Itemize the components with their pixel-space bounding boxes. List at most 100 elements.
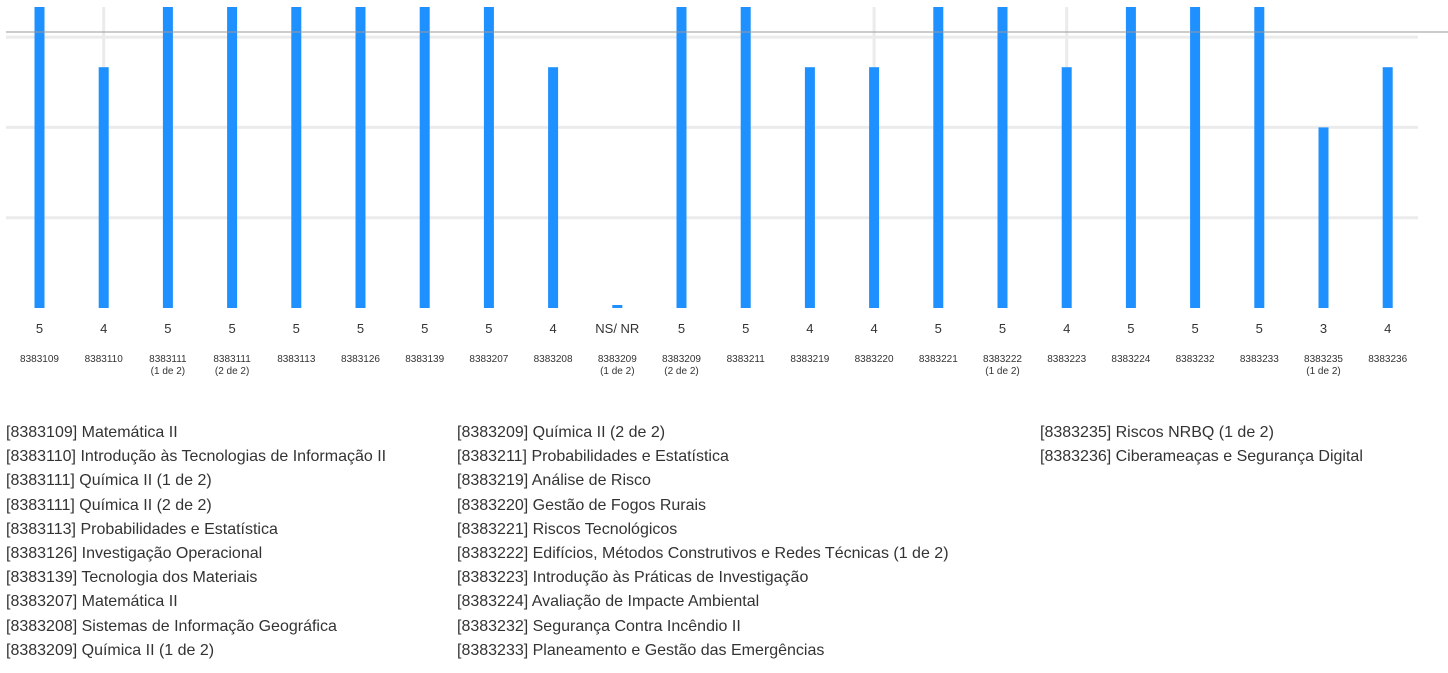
category-label: 8383236 [1368,354,1407,365]
category-sublabel: (1 de 2) [1306,366,1340,377]
bar [34,7,45,308]
legend-item: [8383139] Tecnologia dos Materiais [6,569,258,587]
bar [869,67,880,308]
category-sublabel: (1 de 2) [151,366,185,377]
category-sublabel: (2 de 2) [664,366,698,377]
legend-item: [8383220] Gestão de Fogos Rurais [457,496,707,514]
category-label: 8383209 [662,354,701,365]
category-sublabel: (1 de 2) [985,366,1019,377]
legend-item: [8383232] Segurança Contra Incêndio II [457,617,741,635]
category-label: 8383222 [983,354,1022,365]
legend-item: [8383224] Avaliação de Impacte Ambiental [457,593,760,611]
category-label: 8383235 [1304,354,1343,365]
category-label: 8383207 [469,354,508,365]
value-label: 5 [421,321,428,336]
value-label: 5 [357,321,364,336]
bars-layer [34,7,1393,309]
category-label: 8383211 [727,354,766,365]
value-label: 4 [549,321,556,336]
value-label: 5 [293,321,300,336]
bar [227,7,238,308]
legend-item: [8383211] Probabilidades e Estatística [457,448,729,466]
value-label: 4 [806,321,813,336]
value-label: 5 [1191,321,1198,336]
legend-item: [8383110] Introdução às Tecnologias de I… [6,448,387,466]
legend-item: [8383109] Matemática II [6,424,178,441]
value-label: 4 [1384,321,1391,336]
bar [1254,7,1265,308]
value-label: NS/ NR [595,321,639,336]
bar [933,7,944,308]
category-label: 8383111 [149,354,187,365]
category-sublabel: (1 de 2) [600,366,634,377]
value-label: 4 [100,321,107,336]
value-label: 4 [870,321,877,336]
legend-item: [8383208] Sistemas de Informação Geográf… [6,617,337,635]
grid-layer [6,7,1418,308]
value-label: 5 [1256,321,1263,336]
category-label: 8383126 [341,354,380,365]
category-label: 8383221 [919,354,958,365]
category-label: 8383233 [1240,354,1279,365]
category-label: 8383113 [277,354,316,365]
category-label: 8383224 [1111,354,1150,365]
legend-item: [8383126] Investigação Operacional [6,545,263,563]
bar [548,67,559,308]
category-label: 8383219 [790,354,829,365]
bar [419,7,430,308]
bar [355,7,366,308]
bar [1190,7,1201,308]
legend-item: [8383223] Introdução às Práticas de Inve… [457,569,809,587]
value-label: 5 [935,321,942,336]
legend-item: [8383111] Química II (1 de 2) [6,472,212,490]
category-label: 8383208 [534,354,573,365]
legend-item: [8383221] Riscos Tecnológicos [457,520,678,538]
value-label: 5 [164,321,171,336]
bar [740,7,751,308]
category-label: 8383232 [1176,354,1215,365]
value-label: 5 [36,321,43,336]
bar [162,7,173,308]
value-label: 5 [999,321,1006,336]
bar [291,7,302,308]
category-label: 8383220 [855,354,894,365]
legend-column-3: [8383235] Riscos NRBQ (1 de 2) [8383236] … [1040,421,1363,469]
category-sublabel: (2 de 2) [215,366,249,377]
value-label: 5 [742,321,749,336]
value-label: 5 [228,321,235,336]
legend-item: [8383113] Probabilidades e Estatística [6,520,278,538]
bar [1125,7,1136,308]
legend-item: [8383219] Análise de Risco [457,472,651,490]
bar [98,67,109,308]
category-label: 8383223 [1047,354,1086,365]
legend-item: [8383236] Ciberameaças e Segurança Digit… [1040,448,1363,466]
legend-column-1: [8383109] Matemática II [8383110] Introdu… [6,421,386,663]
legend-item: [8383235] Riscos NRBQ (1 de 2) [1040,424,1274,441]
legend-item: [8383209] Química II (2 de 2) [457,424,666,441]
legend-item: [8383233] Planeamento e Gestão das Emerg… [457,641,825,659]
value-label: 3 [1320,321,1327,336]
bar [1061,67,1072,308]
bar [483,7,494,308]
value-label: 5 [678,321,685,336]
bar [804,67,815,308]
value-label: 4 [1063,321,1070,336]
category-label: 8383111 [213,354,251,365]
bar [1382,67,1393,308]
category-label: 8383209 [598,354,637,365]
bar [612,305,623,308]
value-label: 5 [1127,321,1134,336]
legend-item: [8383222] Edifícios, Métodos Construtivo… [457,545,949,563]
category-label: 8383109 [20,354,59,365]
legend-item: [8383207] Matemática II [6,593,178,611]
category-label: 8383139 [405,354,444,365]
value-label: 5 [485,321,492,336]
legend-item: [8383209] Química II (1 de 2) [6,641,215,659]
bar [1318,127,1329,309]
category-label: 8383110 [85,354,124,365]
bar [676,7,687,308]
bar [997,7,1008,308]
legend-item: [8383111] Química II (2 de 2) [6,496,212,514]
